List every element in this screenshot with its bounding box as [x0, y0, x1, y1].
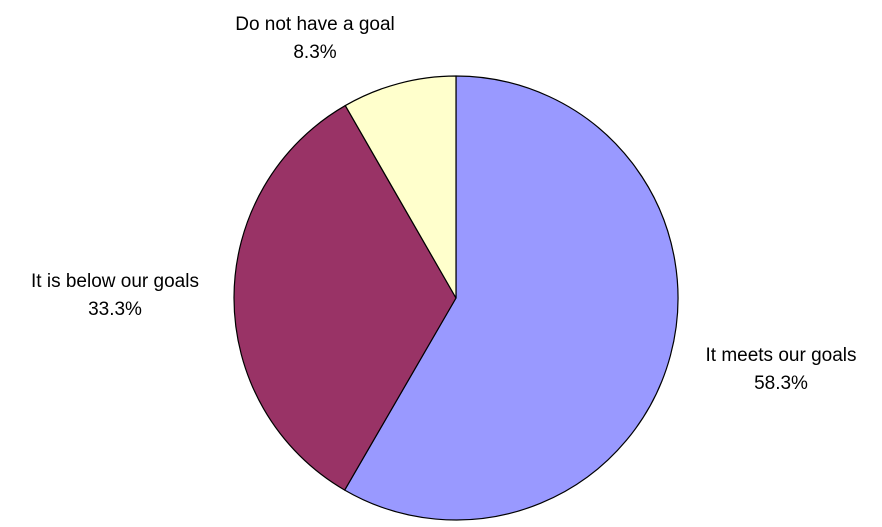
slice-label-no-goal: Do not have a goal	[235, 14, 395, 35]
slice-meets-goals	[344, 75, 679, 521]
slice-label-meets-goals: It meets our goals	[705, 345, 856, 366]
slice-label-below-goals: It is below our goals	[31, 271, 199, 292]
pie-slices	[233, 75, 679, 521]
slice-value-meets-goals: 58.3%	[754, 373, 808, 394]
slice-no-goal	[344, 75, 457, 299]
slice-value-no-goal: 8.3%	[293, 42, 336, 63]
slice-value-below-goals: 33.3%	[88, 299, 142, 320]
